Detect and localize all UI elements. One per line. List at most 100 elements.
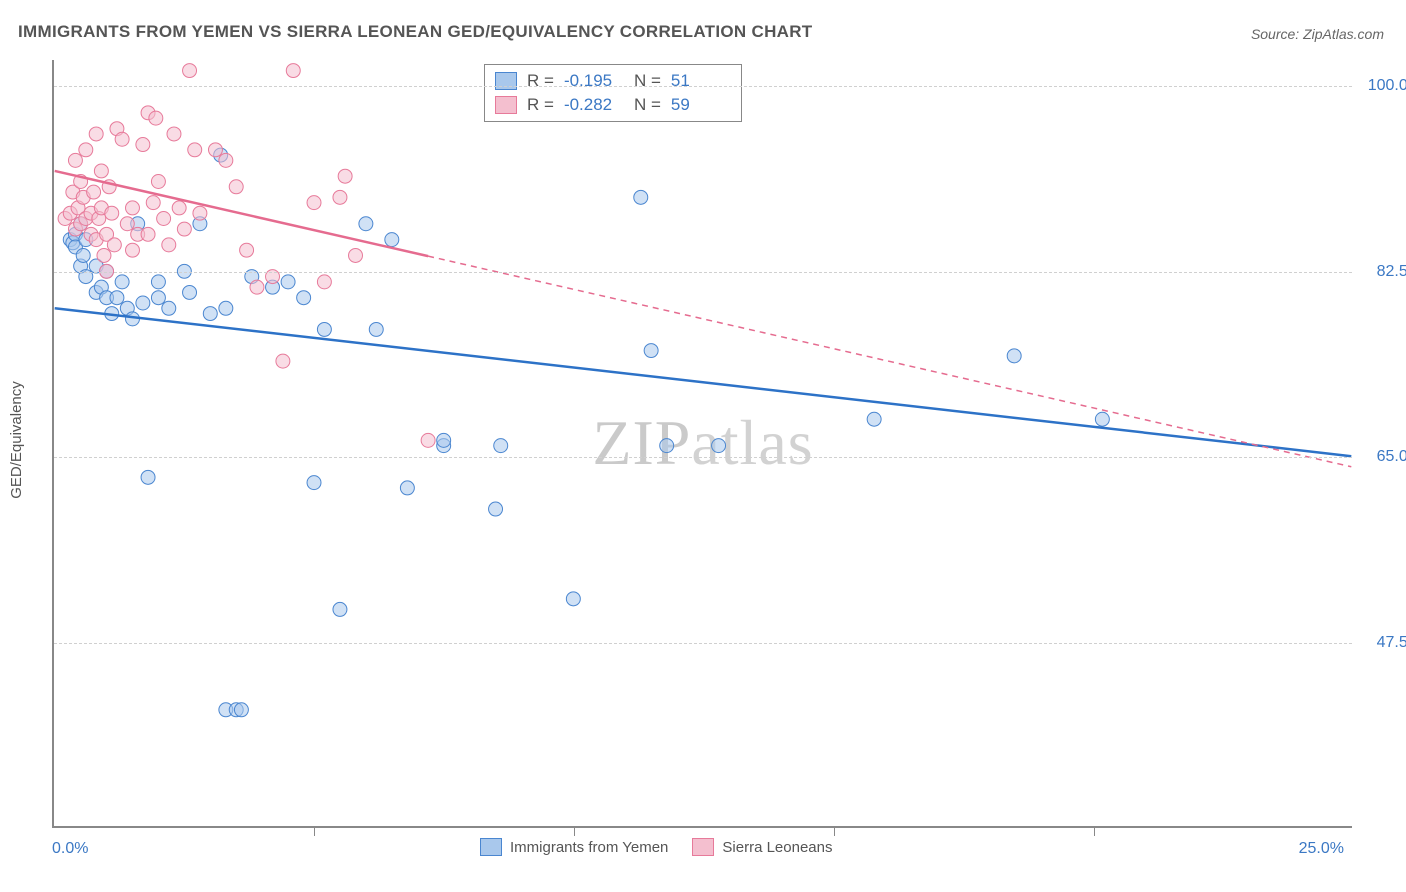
scatter-point: [333, 602, 347, 616]
scatter-point: [183, 64, 197, 78]
legend-label-0: Immigrants from Yemen: [510, 839, 668, 856]
scatter-point: [68, 153, 82, 167]
x-tick: [574, 826, 575, 836]
scatter-point: [115, 132, 129, 146]
scatter-point: [634, 190, 648, 204]
legend-swatch-0: [480, 838, 502, 856]
scatter-point: [157, 212, 171, 226]
scatter-point: [105, 206, 119, 220]
scatter-point: [489, 502, 503, 516]
n-label: N =: [634, 95, 661, 115]
scatter-point: [359, 217, 373, 231]
scatter-point: [229, 180, 243, 194]
n-label: N =: [634, 71, 661, 91]
trend-line-dashed: [428, 256, 1351, 467]
y-tick-label: 65.0%: [1362, 448, 1406, 466]
scatter-point: [136, 138, 150, 152]
scatter-point: [136, 296, 150, 310]
scatter-point: [141, 470, 155, 484]
stats-legend: R = -0.195 N = 51 R = -0.282 N = 59: [484, 64, 742, 122]
series-legend: Immigrants from Yemen Sierra Leoneans: [480, 838, 832, 856]
scatter-point: [76, 248, 90, 262]
r-value-0: -0.195: [564, 71, 624, 91]
r-label: R =: [527, 95, 554, 115]
y-tick-label: 47.5%: [1362, 634, 1406, 652]
scatter-point: [297, 291, 311, 305]
scatter-point: [349, 248, 363, 262]
source-label: Source: ZipAtlas.com: [1251, 26, 1384, 42]
n-value-1: 59: [671, 95, 731, 115]
scatter-point: [79, 143, 93, 157]
scatter-point: [286, 64, 300, 78]
x-tick: [1094, 826, 1095, 836]
legend-label-1: Sierra Leoneans: [722, 839, 832, 856]
scatter-point: [107, 238, 121, 252]
scatter-point: [115, 275, 129, 289]
scatter-point: [177, 222, 191, 236]
y-tick-label: 82.5%: [1362, 263, 1406, 281]
gridline-h: [54, 643, 1352, 644]
scatter-point: [494, 439, 508, 453]
scatter-point: [188, 143, 202, 157]
scatter-point: [660, 439, 674, 453]
n-value-0: 51: [671, 71, 731, 91]
gridline-h: [54, 457, 1352, 458]
swatch-1: [495, 96, 517, 114]
scatter-point: [146, 196, 160, 210]
scatter-point: [219, 153, 233, 167]
x-tick: [834, 826, 835, 836]
scatter-point: [120, 217, 134, 231]
gridline-h: [54, 86, 1352, 87]
scatter-point: [126, 201, 140, 215]
scatter-point: [208, 143, 222, 157]
scatter-point: [162, 301, 176, 315]
legend-item-1: Sierra Leoneans: [692, 838, 832, 856]
scatter-point: [1095, 412, 1109, 426]
scatter-point: [307, 476, 321, 490]
x-tick-0: 0.0%: [52, 840, 88, 858]
scatter-point: [333, 190, 347, 204]
x-tick-1: 25.0%: [1299, 840, 1344, 858]
scatter-point: [338, 169, 352, 183]
scatter-point: [87, 185, 101, 199]
scatter-point: [307, 196, 321, 210]
scatter-point: [141, 227, 155, 241]
x-tick: [314, 826, 315, 836]
scatter-point: [162, 238, 176, 252]
scatter-point: [126, 243, 140, 257]
scatter-point: [317, 322, 331, 336]
scatter-point: [421, 433, 435, 447]
scatter-point: [151, 291, 165, 305]
scatter-point: [151, 275, 165, 289]
scatter-point: [151, 175, 165, 189]
legend-item-0: Immigrants from Yemen: [480, 838, 668, 856]
stats-row-1: R = -0.282 N = 59: [495, 93, 731, 117]
scatter-point: [149, 111, 163, 125]
scatter-point: [89, 127, 103, 141]
scatter-point: [250, 280, 264, 294]
scatter-point: [97, 248, 111, 262]
scatter-point: [385, 233, 399, 247]
scatter-point: [167, 127, 181, 141]
r-label: R =: [527, 71, 554, 91]
plot-area: ZIPatlas R = -0.195 N = 51 R = -0.282 N …: [52, 60, 1352, 828]
scatter-point: [94, 164, 108, 178]
scatter-point: [566, 592, 580, 606]
trend-line: [55, 308, 1352, 456]
scatter-point: [1007, 349, 1021, 363]
scatter-point: [240, 243, 254, 257]
r-value-1: -0.282: [564, 95, 624, 115]
scatter-point: [369, 322, 383, 336]
scatter-point: [234, 703, 248, 717]
scatter-point: [183, 285, 197, 299]
scatter-point: [193, 206, 207, 220]
chart-svg: [54, 60, 1352, 826]
y-tick-label: 100.0%: [1362, 77, 1406, 95]
y-axis-title: GED/Equivalency: [8, 381, 25, 499]
scatter-point: [110, 291, 124, 305]
scatter-point: [281, 275, 295, 289]
scatter-point: [867, 412, 881, 426]
scatter-point: [219, 301, 233, 315]
scatter-point: [400, 481, 414, 495]
gridline-h: [54, 272, 1352, 273]
